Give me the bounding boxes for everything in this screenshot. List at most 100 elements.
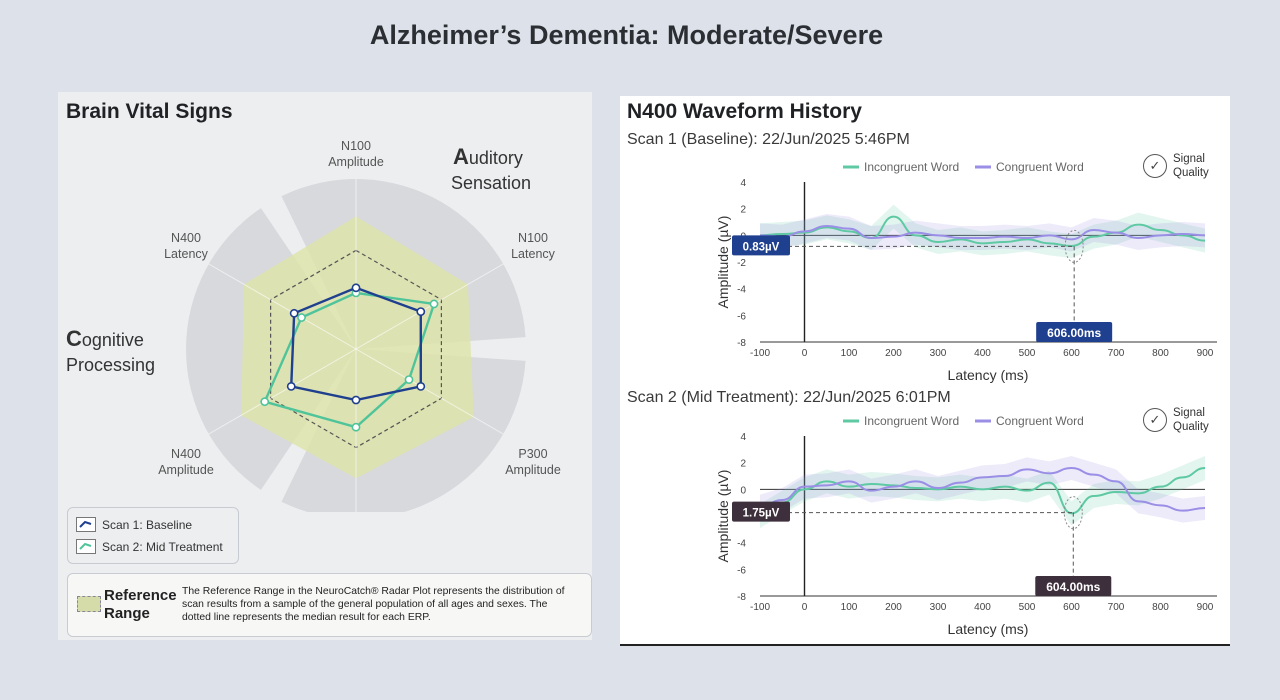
radar-axis-label: Latency — [511, 247, 556, 261]
check-circle-icon: ✓ — [1143, 154, 1167, 178]
x-axis-title: Latency (ms) — [948, 621, 1029, 637]
reference-swatch-icon — [77, 596, 101, 612]
confidence-band — [760, 214, 1205, 252]
brain-vital-signs-title: Brain Vital Signs — [66, 100, 233, 123]
y-tick-label: 2 — [740, 205, 746, 216]
x-tick-label: 900 — [1197, 602, 1214, 613]
radar-legend: Scan 1: Baseline Scan 2: Mid Treatment — [67, 507, 239, 564]
x-tick-label: -100 — [750, 348, 770, 359]
radar-point-scan1 — [289, 308, 299, 318]
series-line-incongruent — [759, 467, 1206, 517]
radar-point-scan2 — [429, 299, 439, 309]
series-line-congruent — [759, 466, 1206, 512]
reference-range-text: The Reference Range in the NeuroCatch® R… — [182, 586, 565, 623]
y-axis-title: Amplitude (µV) — [715, 216, 731, 309]
x-tick-label: 100 — [841, 348, 858, 359]
latency-badge — [1036, 322, 1113, 342]
check-circle-icon: ✓ — [1143, 408, 1167, 432]
legend-label: Congruent Word — [996, 414, 1084, 428]
sector-label-line2: Sensation — [451, 173, 531, 193]
x-tick-label: 300 — [930, 348, 947, 359]
radar-axis-label: Latency — [164, 247, 209, 261]
n400-waveform-panel — [620, 96, 1230, 646]
x-tick-label: 0 — [802, 348, 808, 359]
legend-label: Incongruent Word — [864, 414, 959, 428]
x-tick-label: 800 — [1152, 348, 1169, 359]
x-axis-title: Latency (ms) — [948, 367, 1029, 383]
scan2-title: Scan 2 (Mid Treatment): 22/Jun/2025 6:01… — [627, 389, 951, 406]
x-tick-label: 400 — [974, 348, 991, 359]
signal-quality-label: Signal Quality — [1173, 407, 1209, 433]
x-tick-label: 0 — [802, 602, 808, 613]
signal-quality-scan2: ✓ Signal Quality — [1143, 406, 1213, 434]
amplitude-badge — [732, 235, 790, 256]
signal-quality-label: Signal Quality — [1173, 153, 1209, 179]
y-tick-label: -6 — [737, 311, 746, 322]
radar-point-scan2 — [351, 422, 361, 432]
radar-point-scan1 — [351, 283, 361, 293]
radar-axis-label: N400 — [171, 447, 201, 461]
x-tick-label: 700 — [1108, 348, 1125, 359]
radar-point-scan1 — [286, 381, 296, 391]
radar-axis-label: N400 — [171, 231, 201, 245]
radar-point-scan1 — [351, 395, 361, 405]
scan1-swatch-icon — [76, 517, 96, 532]
amplitude-badge-text: 0.83µV — [743, 241, 780, 253]
y-tick-label: 4 — [740, 178, 746, 189]
sector-label-line2: Processing — [66, 355, 155, 375]
radar-point-scan2 — [297, 313, 306, 322]
page-title: Alzheimer’s Dementia: Moderate/Severe — [369, 20, 884, 50]
sector-label: Auditory — [453, 144, 523, 169]
radar-spoke — [355, 263, 504, 350]
confidence-band — [760, 204, 1205, 258]
radar-chart: N100AmplitudeN100LatencyP300AmplitudeP30… — [66, 139, 561, 512]
signal-quality-scan1: ✓ Signal Quality — [1143, 152, 1213, 180]
x-tick-label: 500 — [1019, 602, 1036, 613]
x-tick-label: 400 — [974, 602, 991, 613]
radar-axis-label: N100 — [518, 231, 548, 245]
legend-label-scan2: Scan 2: Mid Treatment — [102, 539, 223, 554]
radar-point-scan2 — [260, 397, 270, 407]
y-tick-label: -2 — [737, 258, 746, 269]
y-tick-label: 4 — [740, 432, 746, 443]
y-tick-label: 2 — [740, 459, 746, 470]
x-tick-label: 500 — [1019, 348, 1036, 359]
radar-point-scan2 — [404, 375, 414, 384]
y-tick-label: -6 — [737, 565, 746, 576]
latency-badge-text: 604.00ms — [1046, 580, 1100, 594]
legend-item-scan1: Scan 1: Baseline — [76, 517, 192, 532]
reference-range-label: Reference Range — [104, 587, 177, 622]
x-tick-label: 100 — [841, 602, 858, 613]
x-tick-label: 800 — [1152, 602, 1169, 613]
latency-badge-text: 606.00ms — [1047, 326, 1101, 340]
x-tick-label: 600 — [1063, 602, 1080, 613]
confidence-band — [760, 456, 1205, 528]
x-tick-label: 600 — [1063, 348, 1080, 359]
series-line-incongruent — [759, 215, 1206, 248]
reference-range-box: Reference Range The Reference Range in t… — [67, 573, 592, 637]
radar-axis-label: N100 — [341, 139, 371, 153]
x-tick-label: -100 — [750, 602, 770, 613]
radar-point-scan1 — [416, 381, 426, 391]
scan2-swatch-icon — [76, 539, 96, 554]
y-tick-label: -4 — [737, 285, 746, 296]
radar-spoke — [208, 348, 357, 435]
peak-marker — [1063, 496, 1083, 530]
x-tick-label: 200 — [885, 348, 902, 359]
y-tick-label: -4 — [737, 539, 746, 550]
y-tick-label: 0 — [740, 485, 746, 496]
confidence-band — [760, 456, 1205, 523]
y-tick-label: -8 — [737, 338, 746, 349]
x-tick-label: 900 — [1197, 348, 1214, 359]
amplitude-badge-text: 1.75µV — [743, 508, 780, 520]
sector-label: Cognitive — [66, 326, 144, 351]
y-axis-title: Amplitude (µV) — [715, 470, 731, 563]
radar-axis-label: P300 — [518, 447, 547, 461]
radar-point-scan1 — [416, 307, 426, 316]
latency-badge — [1035, 576, 1112, 596]
legend-label: Incongruent Word — [864, 160, 959, 174]
x-tick-label: 200 — [885, 602, 902, 613]
radar-spoke — [355, 348, 504, 435]
n400-waveform-title: N400 Waveform History — [627, 100, 862, 123]
